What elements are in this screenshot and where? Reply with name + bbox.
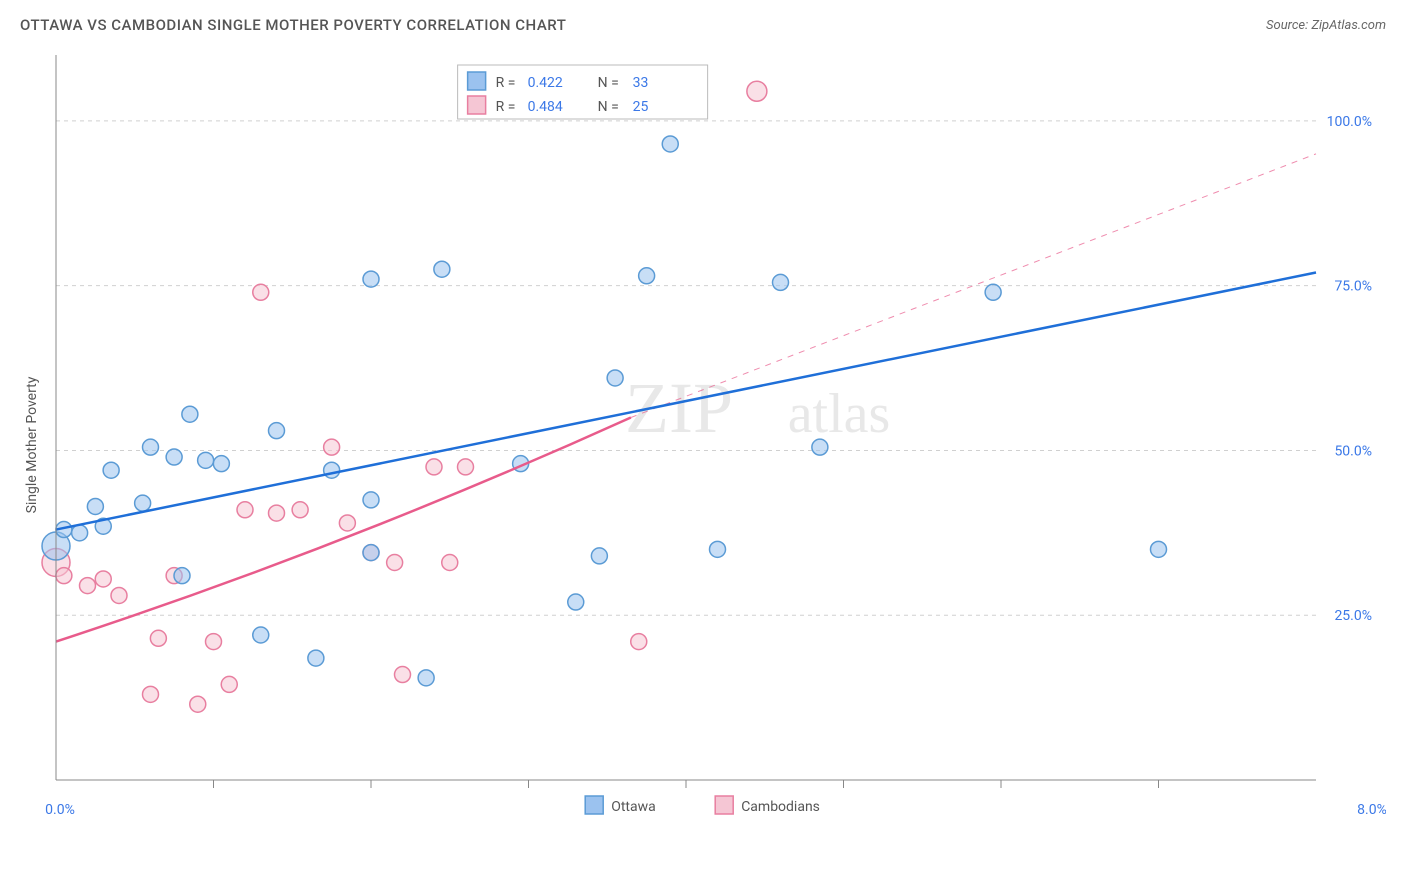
scatter-chart-svg: 25.0% 50.0% 75.0% 100.0% ZIP atlas 0.0% 8.0% R =… xyxy=(36,50,1386,840)
cambodians-point xyxy=(292,502,308,518)
legend-series-label: Cambodians xyxy=(741,799,820,815)
ottawa-point xyxy=(568,594,584,610)
ottawa-point xyxy=(363,271,379,287)
cambodians-point xyxy=(111,587,127,603)
cambodians-point xyxy=(56,568,72,584)
ottawa-point xyxy=(418,670,434,686)
cambodians-point xyxy=(95,571,111,587)
cambodians-point xyxy=(387,555,403,571)
cambodians-point xyxy=(339,515,355,531)
y-tick-label: 75.0% xyxy=(1334,279,1372,295)
stats-legend: R = 0.422 N = 33 R = 0.484 N = 25 xyxy=(458,65,708,119)
ottawa-point xyxy=(103,462,119,478)
cambodians-point xyxy=(143,686,159,702)
ottawa-point xyxy=(812,439,828,455)
cambodians-point xyxy=(395,667,411,683)
cambodians-point xyxy=(426,459,442,475)
x-min-label: 0.0% xyxy=(45,802,75,818)
legend-n-value: 25 xyxy=(633,99,649,115)
ottawa-point xyxy=(135,495,151,511)
legend-r-label: R = xyxy=(496,75,516,91)
ottawa-point xyxy=(87,498,103,514)
ottawa-point xyxy=(363,545,379,561)
y-axis-label: Single Mother Poverty xyxy=(24,377,40,514)
legend-swatch xyxy=(715,796,733,814)
ottawa-point xyxy=(363,492,379,508)
ottawa-point xyxy=(308,650,324,666)
ottawa-point xyxy=(198,452,214,468)
cambodians-regression-dashed xyxy=(631,154,1316,418)
ottawa-point xyxy=(174,568,190,584)
ottawa-point xyxy=(269,423,285,439)
legend-swatch xyxy=(468,72,486,90)
legend-series-label: Ottawa xyxy=(611,799,656,815)
cambodians-point xyxy=(458,459,474,475)
legend-n-label: N = xyxy=(598,99,619,115)
ottawa-point xyxy=(1151,541,1167,557)
legend-r-value: 0.484 xyxy=(528,99,563,115)
ottawa-point xyxy=(143,439,159,455)
source-name: ZipAtlas.com xyxy=(1311,18,1386,33)
ottawa-point xyxy=(710,541,726,557)
cambodians-point xyxy=(442,555,458,571)
cambodians-point xyxy=(150,630,166,646)
ottawa-point xyxy=(324,462,340,478)
cambodians-point xyxy=(269,505,285,521)
cambodians-point xyxy=(324,439,340,455)
ottawa-point xyxy=(662,136,678,152)
svg-text:atlas: atlas xyxy=(788,383,891,445)
ottawa-regression-line xyxy=(56,273,1316,530)
chart-title: OTTAWA VS CAMBODIAN SINGLE MOTHER POVERT… xyxy=(20,16,566,34)
series-legend: Ottawa Cambodians xyxy=(585,796,820,815)
ottawa-point xyxy=(985,284,1001,300)
legend-r-label: R = xyxy=(496,99,516,115)
svg-text:ZIP: ZIP xyxy=(625,368,733,448)
cambodians-point xyxy=(206,634,222,650)
cambodians-point xyxy=(747,81,767,101)
cambodians-point xyxy=(190,696,206,712)
legend-swatch xyxy=(468,96,486,114)
ottawa-point xyxy=(182,406,198,422)
legend-n-value: 33 xyxy=(633,75,649,91)
chart-header: OTTAWA VS CAMBODIAN SINGLE MOTHER POVERT… xyxy=(0,0,1406,44)
ottawa-point xyxy=(591,548,607,564)
ottawa-point xyxy=(213,456,229,472)
cambodians-point xyxy=(80,578,96,594)
chart-source: Source: ZipAtlas.com xyxy=(1266,18,1386,33)
y-tick-label: 25.0% xyxy=(1334,608,1372,624)
y-tick-label: 50.0% xyxy=(1334,443,1372,459)
watermark: ZIP atlas xyxy=(625,368,890,448)
ottawa-point xyxy=(773,274,789,290)
ottawa-point xyxy=(607,370,623,386)
cambodians-point xyxy=(631,634,647,650)
chart-area: Single Mother Poverty 25.0%50.0%75.0%100… xyxy=(36,50,1386,840)
legend-r-value: 0.422 xyxy=(528,75,563,91)
ottawa-point xyxy=(434,261,450,277)
cambodians-point xyxy=(221,676,237,692)
legend-swatch xyxy=(585,796,603,814)
y-tick-label: 100.0% xyxy=(1327,114,1372,130)
ottawa-point xyxy=(72,525,88,541)
legend-n-label: N = xyxy=(598,75,619,91)
x-max-label: 8.0% xyxy=(1357,802,1386,818)
ottawa-point xyxy=(253,627,269,643)
ottawa-point xyxy=(639,268,655,284)
cambodians-point xyxy=(237,502,253,518)
cambodians-point xyxy=(253,284,269,300)
ottawa-point xyxy=(166,449,182,465)
source-label: Source: xyxy=(1266,18,1311,33)
